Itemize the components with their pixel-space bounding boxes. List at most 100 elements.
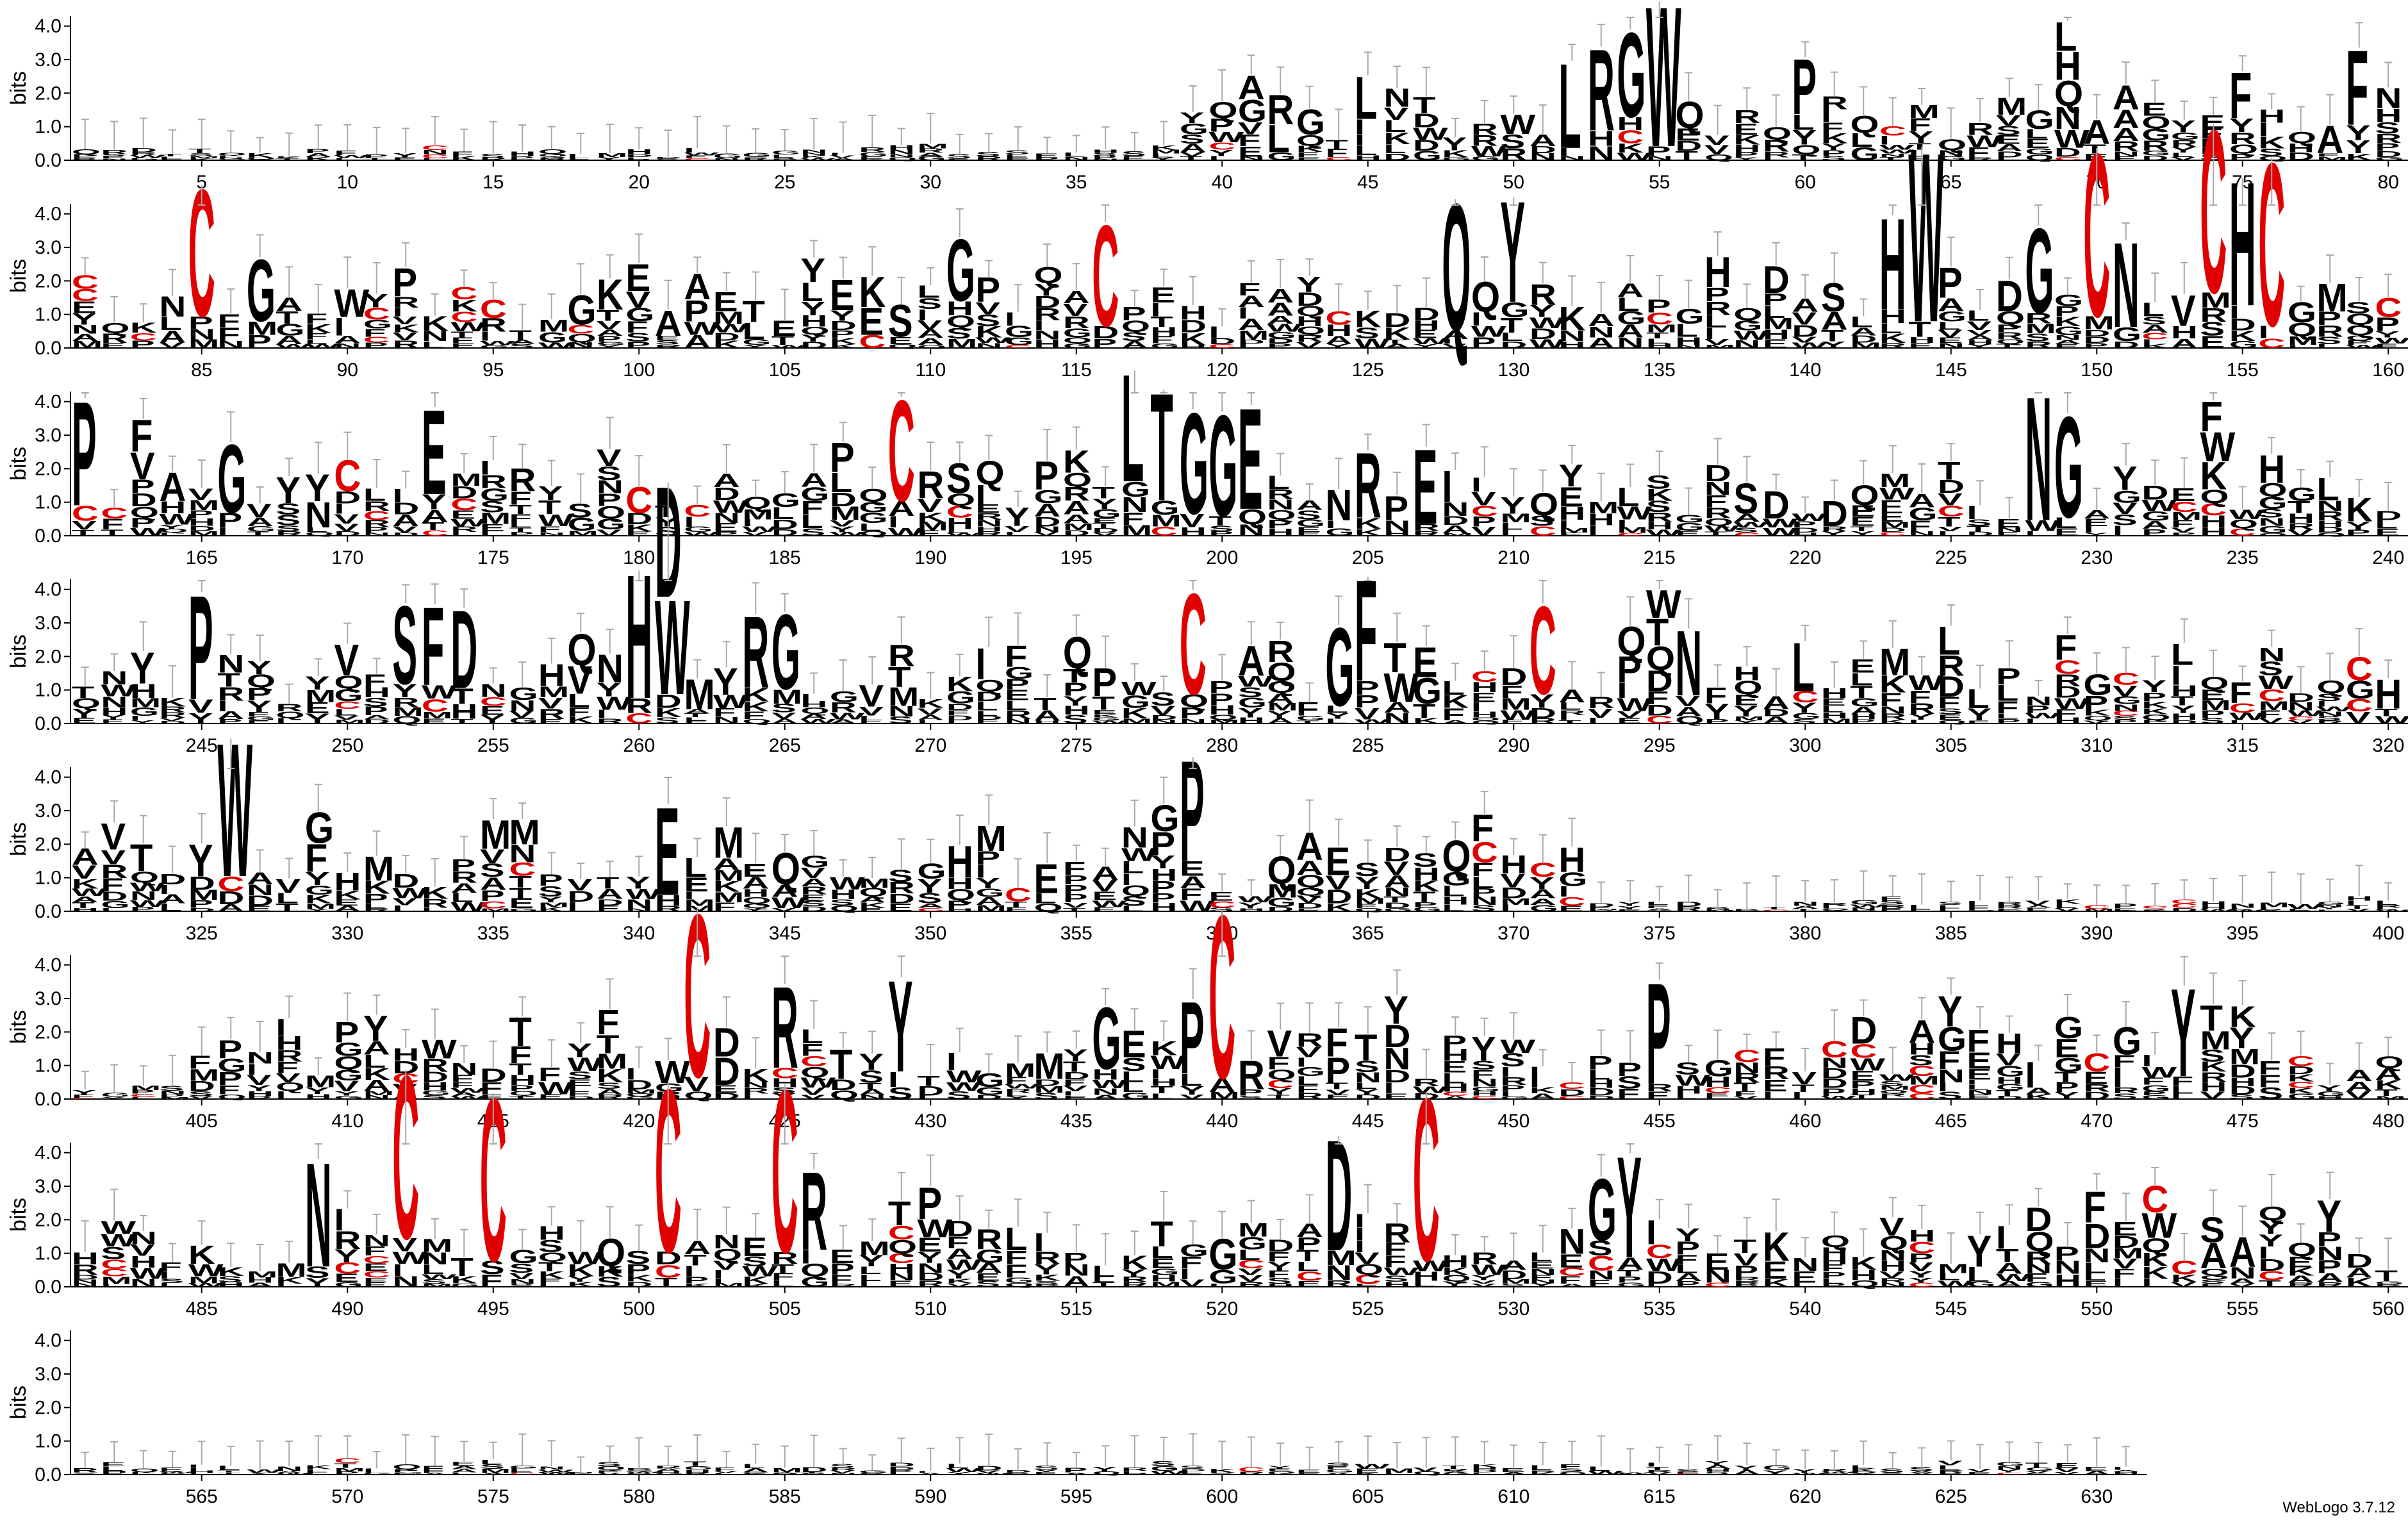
logo-letter: A: [1180, 142, 1207, 154]
logo-letter: Q: [538, 148, 567, 155]
logo-letter: E: [72, 298, 97, 317]
y-axis-label: bits: [6, 71, 31, 105]
y-tick-label: 3.0: [35, 613, 62, 634]
logo-letter: F: [2346, 28, 2369, 148]
y-tick-label: 3.0: [35, 988, 62, 1009]
logo-letter: P: [1092, 155, 1117, 160]
logo-letter: G: [1180, 120, 1208, 138]
x-tick-label: 535: [1644, 1298, 1676, 1319]
logo-letter: F: [217, 310, 240, 332]
logo-letter: Y: [1617, 1127, 1642, 1288]
logo-letter: C: [2288, 1054, 2314, 1070]
logo-letter: N: [800, 148, 827, 154]
logo-letter: P: [1092, 660, 1117, 704]
logo-letter: N: [2113, 151, 2140, 158]
logo-letter: W: [684, 152, 719, 156]
logo-letter: F: [946, 158, 969, 161]
x-tick-label: 275: [1060, 735, 1093, 756]
logo-letter: C: [1208, 867, 1235, 1127]
x-tick-label: 530: [1497, 1298, 1530, 1319]
logo-letter: F: [334, 149, 357, 156]
logo-letter: Y: [305, 672, 330, 693]
logo-letter: P: [1180, 981, 1205, 1095]
logo-letter: L: [1967, 308, 1990, 324]
logo-letter: H: [2054, 43, 2081, 88]
logo-letter: Y: [1267, 1465, 1292, 1469]
logo-letter: M: [1238, 1219, 1269, 1241]
logo-letter: Q: [538, 153, 567, 158]
logo-letter: K: [159, 696, 186, 709]
logo-letter: I: [276, 1014, 286, 1041]
logo-letter: E: [72, 153, 97, 159]
logo-letter: P: [217, 1035, 242, 1064]
logo-letter: E: [1005, 156, 1030, 160]
logo-letter: E: [2200, 112, 2225, 133]
logo-letter: K: [188, 158, 215, 161]
logo-letter: F: [1238, 279, 1261, 299]
logo-letter: A: [2113, 125, 2140, 145]
logo-letter: P: [305, 147, 330, 154]
logo-letter: S: [2258, 147, 2283, 159]
logo-letter: D: [2375, 509, 2402, 524]
x-tick-label: 445: [1352, 1111, 1384, 1132]
logo-letter: G: [1763, 1464, 1792, 1471]
logo-letter: K: [1733, 133, 1761, 148]
logo-letter: Q: [217, 152, 246, 156]
logo-letter: L: [1617, 482, 1640, 512]
logo-letter: G: [1588, 1161, 1617, 1260]
logo-letter: T: [509, 327, 532, 343]
logo-letter: H: [2375, 105, 2402, 126]
logo-letter: L: [1792, 111, 1815, 135]
logo-letter: C: [72, 271, 99, 293]
logo-letter: I: [334, 1204, 344, 1237]
y-axis-label: bits: [6, 447, 31, 481]
logo-letter: I: [1530, 1061, 1540, 1093]
logo-letter: I: [567, 153, 577, 159]
y-tick-label: 1.0: [35, 680, 62, 701]
logo-letter: M: [247, 317, 277, 338]
logo-letter: K: [450, 155, 477, 161]
logo-letter: Y: [2346, 121, 2371, 145]
logo-letter: M: [771, 1467, 802, 1474]
logo-letter: T: [72, 684, 95, 702]
logo-letter: I: [1908, 148, 1918, 158]
y-axis-label: bits: [6, 1010, 31, 1044]
logo-letter: V: [1792, 1068, 1817, 1088]
logo-letter: V: [1967, 1468, 1992, 1473]
logo-letter: G: [975, 1069, 1004, 1091]
logo-letter: H: [888, 144, 915, 151]
logo-letter: Q: [1034, 263, 1062, 288]
logo-letter: D: [771, 159, 798, 161]
y-tick-label: 2.0: [35, 1209, 62, 1230]
logo-letter: Q: [567, 625, 596, 675]
logo-letter: A: [917, 151, 944, 158]
logo-letter: L: [1355, 144, 1378, 158]
logo-letter: L: [1150, 153, 1173, 158]
logo-letter: Y: [276, 470, 301, 511]
logo-letter: P: [1034, 453, 1059, 499]
logo-letter: K: [1296, 144, 1324, 154]
logo-letter: K: [1063, 444, 1090, 479]
logo-letter: L: [771, 154, 795, 158]
logo-letter: Q: [888, 156, 917, 161]
logo-letter: P: [363, 153, 388, 159]
x-tick-label: 375: [1644, 923, 1676, 944]
logo-letter: E: [830, 270, 855, 320]
logo-letter: M: [363, 849, 394, 888]
logo-letter: I: [188, 1464, 199, 1468]
logo-letter: M: [130, 1084, 161, 1091]
logo-letter: V: [247, 500, 272, 522]
y-axis-label: bits: [6, 1198, 31, 1232]
x-tick-label: 280: [1206, 735, 1238, 756]
logo-letter: K: [247, 151, 274, 159]
logo-letter: Y: [1180, 110, 1205, 127]
logo-letter: H: [1821, 686, 1848, 702]
logo-letter: P: [1646, 144, 1671, 159]
logo-letter: L: [1530, 1251, 1553, 1264]
logo-letter: H: [509, 151, 536, 158]
logo-letter: Y: [888, 954, 913, 1099]
logo-letter: M: [450, 470, 481, 490]
logo-letter: G: [509, 1465, 538, 1469]
logo-letter: T: [1763, 907, 1786, 911]
logo-letter: V: [188, 486, 213, 504]
